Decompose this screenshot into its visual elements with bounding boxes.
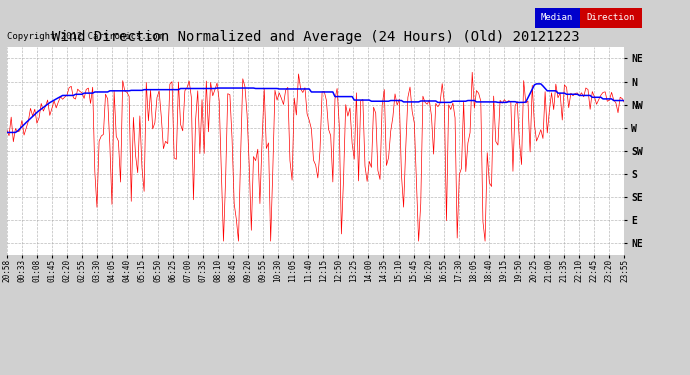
Title: Wind Direction Normalized and Average (24 Hours) (Old) 20121223: Wind Direction Normalized and Average (2… <box>52 30 580 44</box>
Text: Direction: Direction <box>586 13 635 22</box>
Text: Median: Median <box>541 13 573 22</box>
Text: Copyright 2012 Cartronics.com: Copyright 2012 Cartronics.com <box>7 32 163 41</box>
